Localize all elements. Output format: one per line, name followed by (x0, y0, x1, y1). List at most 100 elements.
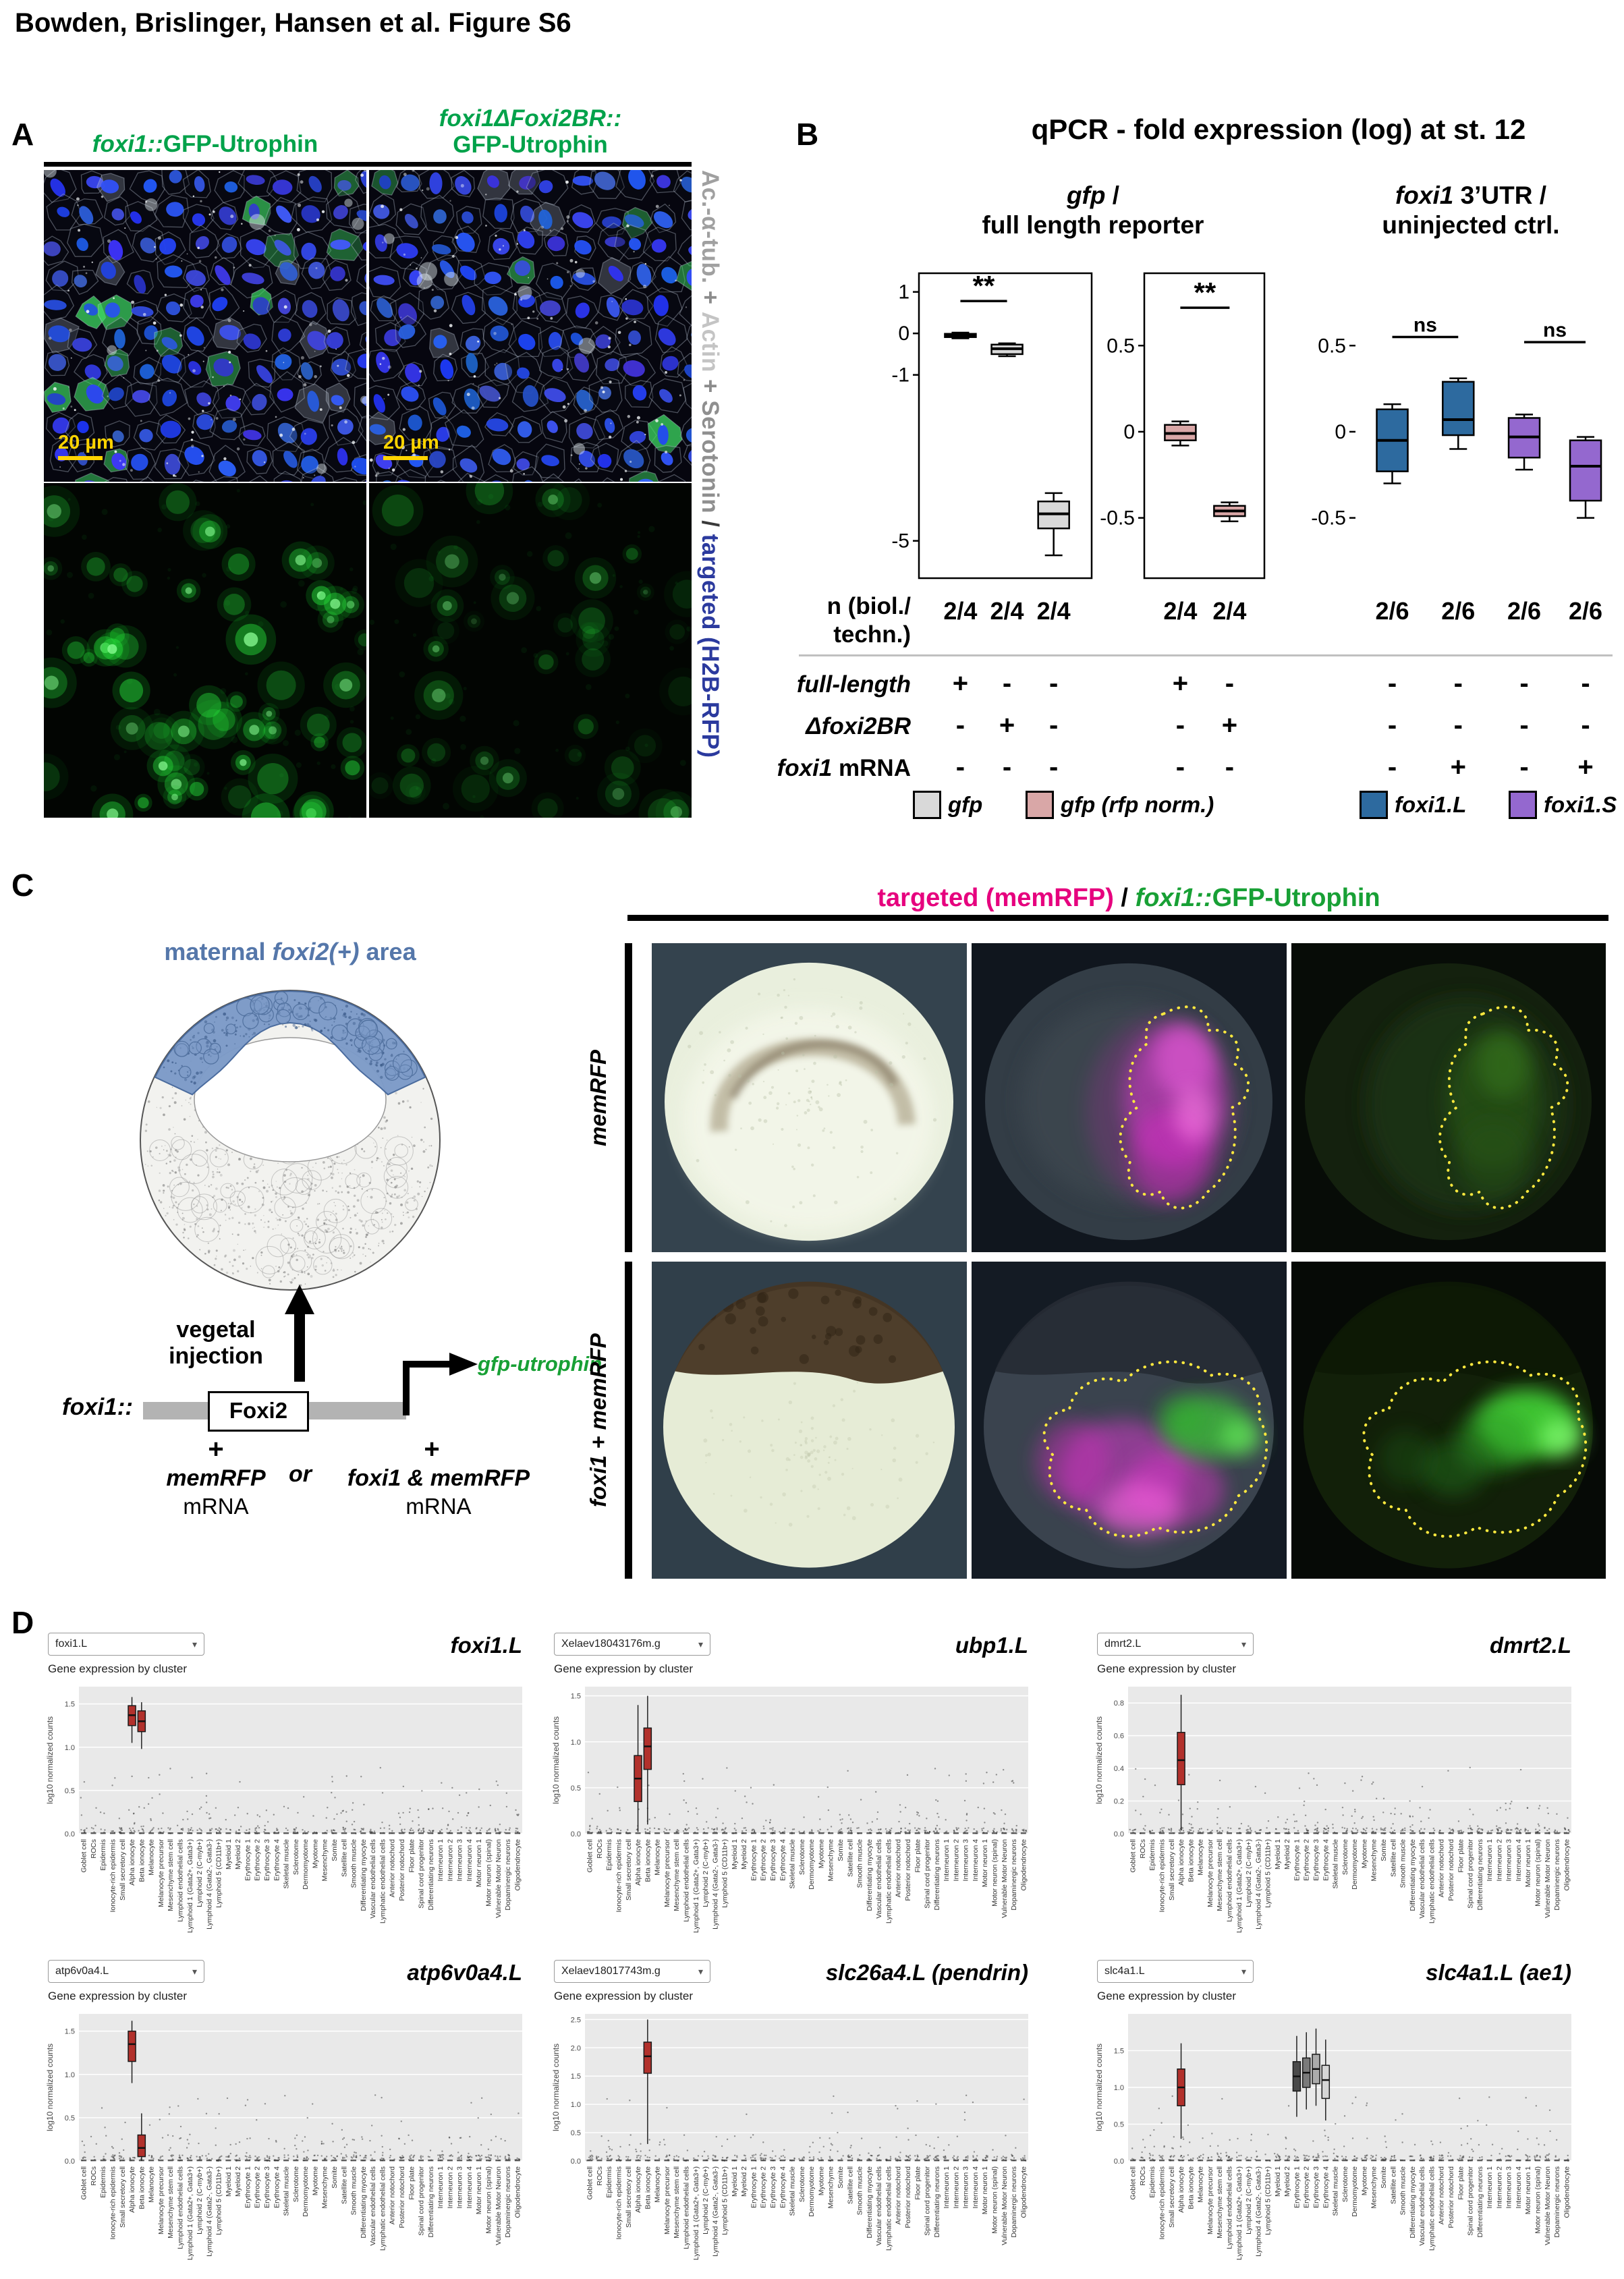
svg-text:ROCs: ROCs (90, 2166, 98, 2186)
panel-a-image-dfoxi2br-gfp (369, 483, 692, 818)
gene-select-dropdown[interactable]: atp6v0a4.L ▾ (48, 1960, 204, 1983)
svg-text:-5: -5 (891, 530, 909, 553)
gene-panel-ubp1-l: Xelaev18043176m.g ▾ Gene expression by clu… (550, 1633, 1032, 1950)
gene-select-dropdown[interactable]: foxi1.L ▾ (48, 1633, 204, 1656)
svg-text:Motor neuron 1: Motor neuron 1 (475, 1839, 483, 1887)
svg-text:Floor plate: Floor plate (408, 1839, 416, 1873)
svg-text:Lymphatic endothelial cells: Lymphatic endothelial cells (379, 2166, 387, 2251)
svg-text:Anterior notochord: Anterior notochord (895, 1839, 903, 1898)
b-full-length-value: + (1172, 669, 1189, 698)
c-construct-foxi2-box: Foxi2 (208, 1391, 309, 1432)
b-n-value: 2/4 (943, 597, 978, 625)
svg-text:Beta ionocyte: Beta ionocyte (644, 1839, 652, 1882)
b-foxi1-mrna-value: - (1225, 752, 1235, 782)
gene-panel-title: dmrt2.L (1489, 1633, 1571, 1658)
svg-text:Beta ionocyte: Beta ionocyte (138, 1839, 146, 1882)
b-n-label: n (biol./ techn.) (827, 593, 911, 648)
svg-text:ROCs: ROCs (90, 1839, 98, 1859)
b-dfoxi2br-value: - (955, 710, 965, 740)
side-label-segment: targeted (H2B-RFP) (697, 534, 723, 758)
gene-panel-title: atp6v0a4.L (407, 1960, 522, 1985)
b-foxi1-mrna-value: - (1175, 752, 1185, 782)
gene-select-dropdown[interactable]: slc4a1.L ▾ (1097, 1960, 1254, 1983)
svg-text:Smooth muscle: Smooth muscle (350, 2166, 358, 2216)
svg-text:0.5: 0.5 (571, 1784, 581, 1793)
svg-text:Floor plate: Floor plate (914, 1839, 922, 1873)
svg-text:Lymphoid 2 (C-myb+): Lymphoid 2 (C-myb+) (196, 1839, 204, 1907)
svg-text:Dermomyotome: Dermomyotome (1351, 1839, 1359, 1890)
svg-text:Mesenchyme: Mesenchyme (321, 1839, 329, 1882)
dropdown-caret-icon: ▾ (698, 1638, 703, 1650)
b-dfoxi2br-value: + (999, 710, 1015, 740)
gene-panel-title: slc4a1.L (ae1) (1426, 1960, 1571, 1985)
c-header-rule (627, 915, 1608, 921)
svg-text:Interneuron 2: Interneuron 2 (952, 1839, 960, 1882)
svg-text:**: ** (1194, 277, 1216, 308)
svg-text:Vulnerable Motor Neuron: Vulnerable Motor Neuron (495, 1839, 503, 1918)
c-or-label: or (289, 1461, 312, 1487)
b-legend-swatch (1360, 791, 1388, 819)
svg-text:Motor neuron (spinal): Motor neuron (spinal) (485, 2166, 493, 2234)
svg-text:Dermomyotome: Dermomyotome (302, 2166, 310, 2217)
svg-text:**: ** (973, 270, 995, 302)
svg-text:Posterior notochord: Posterior notochord (1447, 1839, 1455, 1901)
embryo-photo-memrfp-gfp-channel (1291, 943, 1606, 1252)
svg-text:Dermomyotome: Dermomyotome (302, 1839, 310, 1890)
svg-text:Lymphoid 4 (Gata2-, Gata3-): Lymphoid 4 (Gata2-, Gata3-) (205, 1839, 213, 1930)
svg-text:Lymphoid 1 (Gata2+, Gata3+): Lymphoid 1 (Gata2+, Gata3+) (186, 2166, 194, 2260)
svg-text:0.2: 0.2 (1114, 1798, 1124, 1806)
panel-a-image-dfoxi2br-merge (369, 170, 692, 482)
qpcr-boxplot-1: 1 0 -1 -5 ** (891, 270, 1093, 580)
plot-subtitle: Gene expression by cluster (1097, 1662, 1236, 1675)
svg-text:Vulnerable Motor Neuron: Vulnerable Motor Neuron (495, 2166, 503, 2245)
svg-text:Melanocyte: Melanocyte (1197, 1839, 1205, 1876)
gene-select-dropdown[interactable]: Xelaev18043176m.g ▾ (554, 1633, 710, 1656)
b-full-length-value: + (952, 669, 969, 698)
svg-text:Goblet cell: Goblet cell (80, 2166, 88, 2200)
gene-panel-title: slc26a4.L (pendrin) (825, 1960, 1028, 1985)
c-construct-reporter-label: gfp-utrophin (478, 1352, 603, 1376)
svg-text:Erythrocyte 3: Erythrocyte 3 (263, 1839, 271, 1881)
svg-text:Lymphoid 5 (CD11b+): Lymphoid 5 (CD11b+) (721, 1839, 729, 1908)
svg-text:Sclerotome: Sclerotome (292, 2166, 300, 2202)
svg-text:Mesenchyme stem cell: Mesenchyme stem cell (167, 2166, 175, 2239)
svg-text:Satellite cell: Satellite cell (1389, 1839, 1397, 1877)
svg-text:Erythrocyte 3: Erythrocyte 3 (769, 1839, 777, 1881)
gene-select-value: atp6v0a4.L (55, 1965, 109, 1977)
svg-text:0: 0 (898, 322, 909, 345)
svg-text:Beta ionocyte: Beta ionocyte (1187, 1839, 1195, 1882)
svg-text:Smooth muscle: Smooth muscle (1399, 1839, 1407, 1888)
svg-text:Myeloid 1: Myeloid 1 (731, 1839, 739, 1869)
b-dfoxi2br-value: - (1387, 710, 1397, 740)
svg-text:Vascular endothelial cells: Vascular endothelial cells (1418, 1839, 1426, 1919)
svg-text:Beta ionocyte: Beta ionocyte (138, 2166, 146, 2210)
svg-text:Myotome: Myotome (311, 1839, 319, 1868)
svg-text:Lymphoid 5 (CD11b+): Lymphoid 5 (CD11b+) (721, 2166, 729, 2235)
svg-text:Lymphoid 2 (C-myb+): Lymphoid 2 (C-myb+) (1245, 1839, 1253, 1907)
svg-text:Myeloid 1: Myeloid 1 (731, 2166, 739, 2197)
plot-subtitle: Gene expression by cluster (554, 1662, 693, 1675)
side-label-segment: Ac.-α-tub. (697, 170, 723, 284)
qpcr-boxplot-2: 0.5 0 -0.5 ** (1100, 272, 1266, 580)
c-injection-label: vegetal injection (169, 1317, 263, 1370)
svg-text:Differentiating myocyte: Differentiating myocyte (866, 1839, 874, 1911)
svg-text:Myeloid 1: Myeloid 1 (225, 1839, 233, 1869)
b-row-label-dfoxi2br: Δfoxi2BR (806, 713, 911, 739)
svg-text:Erythrocyte 1: Erythrocyte 1 (244, 1839, 252, 1881)
svg-text:Sclerotome: Sclerotome (1341, 1839, 1349, 1875)
svg-text:Small secretory cell: Small secretory cell (1168, 1839, 1176, 1901)
embryo-photo-foxi1-memrfp-rfp-channel (972, 1262, 1287, 1579)
scalebar-line (383, 456, 428, 460)
svg-text:ROCs: ROCs (596, 2166, 604, 2186)
svg-text:1.5: 1.5 (571, 1693, 581, 1701)
svg-text:Spinal cord progenitor: Spinal cord progenitor (418, 2166, 426, 2236)
svg-text:Lymphoid 2 (C-myb+): Lymphoid 2 (C-myb+) (702, 2166, 710, 2234)
gene-select-dropdown[interactable]: Xelaev18017743m.g ▾ (554, 1960, 710, 1983)
embryo-schematic (140, 990, 441, 1291)
gene-select-dropdown[interactable]: dmrt2.L ▾ (1097, 1633, 1254, 1656)
svg-text:Goblet cell: Goblet cell (1129, 1839, 1138, 1873)
gene-expression-plot: 0.0 0.2 0.4 0.6 0.8 log10 normalized counts Go… (1094, 1687, 1571, 1933)
b-dfoxi2br-value: - (1175, 710, 1185, 740)
svg-text:Myotome: Myotome (817, 1839, 825, 1868)
